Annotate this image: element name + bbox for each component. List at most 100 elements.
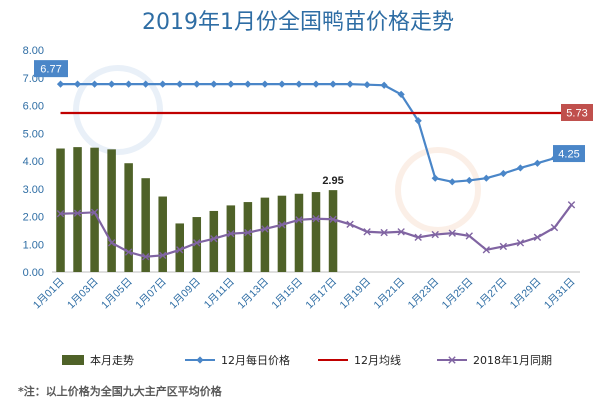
point xyxy=(108,80,116,88)
bar xyxy=(107,149,116,272)
point xyxy=(516,164,524,172)
point xyxy=(227,230,235,238)
bar xyxy=(56,148,65,272)
legend-label: 2018年1月同期 xyxy=(473,353,552,367)
point xyxy=(56,80,65,88)
callout-label: 4.25 xyxy=(558,149,579,161)
point xyxy=(499,242,508,251)
bar xyxy=(226,205,236,272)
point xyxy=(431,230,439,239)
point xyxy=(244,228,252,237)
bar xyxy=(192,217,202,272)
callout-label: 5.73 xyxy=(566,107,587,119)
point xyxy=(397,228,405,236)
point xyxy=(550,223,559,232)
x-tick-label: 1月15日 xyxy=(269,276,305,312)
point xyxy=(159,80,167,88)
callout-box xyxy=(561,103,593,121)
point xyxy=(533,233,542,242)
bar xyxy=(243,202,253,272)
point xyxy=(210,80,218,88)
bar xyxy=(90,147,99,272)
point xyxy=(125,80,133,88)
x-tick-label: 1月17日 xyxy=(303,276,339,312)
point xyxy=(193,80,201,88)
point xyxy=(533,159,542,167)
bar xyxy=(175,223,184,272)
point xyxy=(363,228,371,236)
y-tick-label: 2.00 xyxy=(23,212,44,224)
callout-label: 6.77 xyxy=(40,64,61,76)
callout-box xyxy=(34,60,68,78)
x-tick-label: 1月13日 xyxy=(235,276,271,312)
y-tick-label: 3.00 xyxy=(23,184,44,196)
y-tick-label: 6.00 xyxy=(23,101,44,113)
point xyxy=(380,81,388,89)
x-tick-label: 1月25日 xyxy=(440,276,476,312)
point xyxy=(278,80,286,88)
bar xyxy=(158,196,167,272)
point xyxy=(499,169,507,178)
point xyxy=(448,178,456,186)
point xyxy=(312,80,320,88)
y-tick-label: 5.00 xyxy=(23,128,44,140)
x-tick-label: 1月03日 xyxy=(65,276,101,312)
bar xyxy=(277,195,287,272)
point xyxy=(261,225,269,233)
point xyxy=(73,80,82,88)
x-axis: 1月01日1月03日1月05日1月07日1月09日1月11日1月13日1月15日… xyxy=(31,276,578,312)
x-tick-label: 1月21日 xyxy=(372,276,408,312)
bar xyxy=(141,178,150,272)
watermark-logo xyxy=(73,65,481,233)
y-tick-label: 4.00 xyxy=(23,156,44,168)
y-tick-label: 8.00 xyxy=(23,45,44,57)
point xyxy=(159,251,167,260)
point xyxy=(73,209,82,217)
point xyxy=(329,80,337,88)
x-tick-label: 1月09日 xyxy=(167,276,203,312)
point xyxy=(346,220,354,228)
point xyxy=(90,80,99,88)
point xyxy=(295,80,303,88)
point xyxy=(329,215,337,223)
legend-label: 本月走势 xyxy=(90,353,134,367)
y-tick-label: 0.00 xyxy=(23,267,44,279)
point xyxy=(465,232,473,240)
legend-label: 12月每日价格 xyxy=(221,353,290,367)
point xyxy=(295,216,303,224)
legend: 本月走势 12月每日价格 12月均线 2018年1月同期 xyxy=(62,353,552,367)
point xyxy=(516,239,525,247)
callout-box xyxy=(553,145,585,163)
point xyxy=(142,80,150,88)
legend-swatch xyxy=(62,355,84,365)
bar xyxy=(328,190,338,272)
callouts: 6.77 5.73 4.25 2.95 xyxy=(34,60,593,187)
legend-label: 12月均线 xyxy=(354,353,401,367)
bar xyxy=(294,193,304,272)
bar xyxy=(311,192,321,272)
x-tick-label: 1月01日 xyxy=(31,276,67,312)
point xyxy=(414,117,422,125)
point xyxy=(196,356,204,364)
bar xyxy=(209,210,219,272)
point xyxy=(482,246,491,254)
x-tick-label: 1月07日 xyxy=(133,276,169,312)
point xyxy=(448,356,456,364)
bar-value-label: 2.95 xyxy=(322,175,343,187)
point xyxy=(227,80,235,88)
point xyxy=(397,90,405,98)
x-tick-label: 1月19日 xyxy=(337,276,373,312)
point xyxy=(107,239,116,247)
x-tick-label: 1月29日 xyxy=(508,276,544,312)
point xyxy=(414,233,422,242)
bar xyxy=(73,147,82,272)
point xyxy=(448,229,456,237)
point xyxy=(90,208,99,217)
point xyxy=(261,80,269,88)
x-tick-label: 1月27日 xyxy=(474,276,510,312)
point xyxy=(567,201,576,209)
point xyxy=(278,221,286,229)
x-tick-label: 1月05日 xyxy=(99,276,135,312)
